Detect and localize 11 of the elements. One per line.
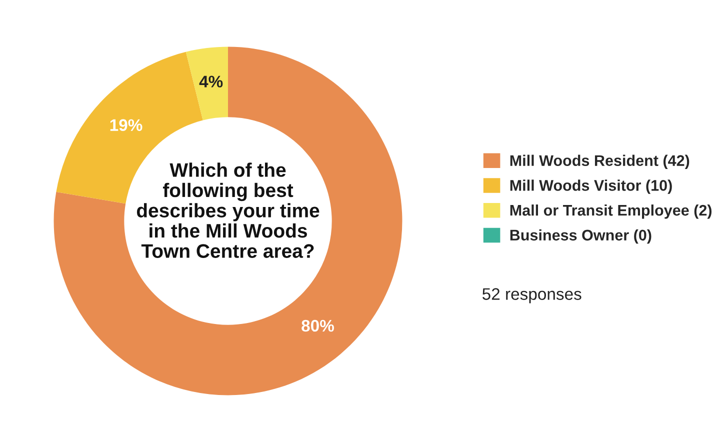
donut-slice [186, 46, 228, 120]
text: 52 responses [482, 288, 582, 304]
legend-label: Mall or Transit Employee (2) [510, 204, 712, 219]
text: Which of the following best describes your time in the Mill Woods Town Centre area? [136, 162, 320, 258]
legend-label: Business Owner (0) [510, 229, 652, 244]
data-label: 4% [199, 76, 223, 88]
legend-label: Mill Woods Visitor (10) [510, 180, 672, 194]
donut-slice [54, 46, 402, 396]
data-label: 80% [302, 320, 334, 332]
data-label: 19% [110, 119, 142, 131]
legend-label: Mill Woods Resident (42) [510, 154, 690, 169]
